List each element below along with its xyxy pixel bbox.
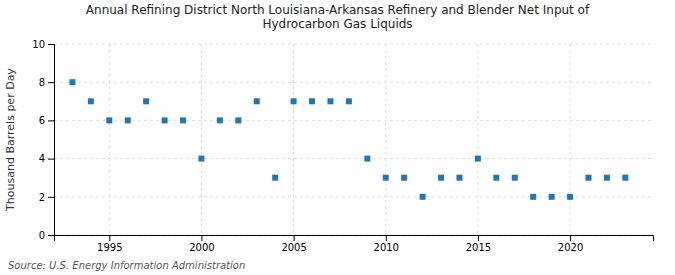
x-axis-tick-mark bbox=[386, 235, 387, 241]
y-axis-tick: 0 bbox=[39, 230, 54, 241]
y-axis-tick-label: 10 bbox=[32, 39, 45, 50]
point bbox=[88, 98, 94, 104]
point bbox=[346, 98, 352, 104]
y-axis-title: Thousand Barrels per Day bbox=[4, 68, 17, 212]
grid bbox=[54, 44, 653, 235]
x-axis-tick: 2000 bbox=[189, 235, 214, 253]
y-axis-tick-label: 2 bbox=[39, 192, 45, 203]
point bbox=[125, 117, 131, 123]
x-axis-tick-label: 2010 bbox=[374, 242, 399, 253]
y-grid-line bbox=[54, 120, 653, 121]
point bbox=[180, 117, 186, 123]
y-grid-line bbox=[54, 82, 653, 83]
x-axis-tick: 2020 bbox=[558, 235, 583, 253]
point bbox=[364, 156, 370, 162]
y-axis-tick-mark bbox=[48, 120, 54, 121]
page: {"chart_data": {"type": "scatter", "titl… bbox=[0, 0, 675, 275]
y-axis-tick-label: 6 bbox=[39, 115, 45, 126]
y-axis-tick-label: 8 bbox=[39, 77, 45, 88]
point bbox=[309, 98, 315, 104]
x-axis-tick: 2005 bbox=[281, 235, 306, 253]
point bbox=[585, 175, 591, 181]
point bbox=[549, 194, 555, 200]
x-grid-line bbox=[109, 44, 110, 235]
point bbox=[198, 156, 204, 162]
x-grid-line bbox=[477, 44, 478, 235]
annotation: Source: U.S. Energy Information Administ… bbox=[8, 260, 245, 271]
point bbox=[401, 175, 407, 181]
x-axis-tick-label: 2015 bbox=[466, 242, 491, 253]
y-axis-tick-label: 0 bbox=[39, 230, 45, 241]
x-axis-tick: 2015 bbox=[466, 235, 491, 253]
x-axis-tick-label: 2020 bbox=[558, 242, 583, 253]
point bbox=[604, 175, 610, 181]
y-axis-line bbox=[48, 45, 55, 236]
y-axis-tick-mark bbox=[48, 44, 54, 45]
point bbox=[291, 98, 297, 104]
y-axis-tick: 4 bbox=[39, 153, 54, 164]
x-grid-line bbox=[385, 44, 386, 235]
point bbox=[162, 117, 168, 123]
title: Annual Refining District North Louisiana… bbox=[86, 3, 590, 31]
y-axis-tick-mark bbox=[48, 159, 54, 160]
y-axis-tick-mark bbox=[48, 82, 54, 83]
y-axis-tick-mark bbox=[48, 235, 54, 236]
x-axis-tick: 2010 bbox=[374, 235, 399, 253]
y-grid-line bbox=[54, 158, 653, 159]
point bbox=[217, 117, 223, 123]
point bbox=[420, 194, 426, 200]
title-line: Hydrocarbon Gas Liquids bbox=[262, 17, 412, 31]
point bbox=[456, 175, 462, 181]
y-grid-line bbox=[54, 196, 653, 197]
x-axis-tick-mark bbox=[109, 235, 110, 241]
y-axis: 0 2 4 6 8 10 bbox=[32, 39, 54, 241]
plot-area bbox=[69, 79, 628, 200]
point bbox=[235, 117, 241, 123]
x-grid-line bbox=[201, 44, 202, 235]
x-axis-tick-mark bbox=[570, 235, 571, 241]
y-axis-tick: 8 bbox=[39, 77, 54, 88]
point bbox=[327, 98, 333, 104]
point bbox=[530, 194, 536, 200]
point bbox=[143, 98, 149, 104]
point bbox=[622, 175, 628, 181]
point bbox=[106, 117, 112, 123]
point bbox=[567, 194, 573, 200]
y-axis-tick-mark bbox=[48, 197, 54, 198]
x-axis-tick-mark bbox=[478, 235, 479, 241]
x-axis-tick-label: 2000 bbox=[189, 242, 214, 253]
x-axis-tick: 1995 bbox=[97, 235, 122, 253]
point bbox=[272, 175, 278, 181]
x-axis-tick-mark bbox=[294, 235, 295, 241]
point bbox=[69, 79, 75, 85]
point bbox=[254, 98, 260, 104]
point bbox=[475, 156, 481, 162]
y-axis-tick: 10 bbox=[32, 39, 54, 50]
title-line: Annual Refining District North Louisiana… bbox=[86, 3, 590, 17]
x-axis-line bbox=[55, 236, 654, 242]
y-axis-tick: 2 bbox=[39, 192, 54, 203]
x-axis-tick-label: 1995 bbox=[97, 242, 122, 253]
point bbox=[493, 175, 499, 181]
y-axis-tick: 6 bbox=[39, 115, 54, 126]
x-axis-tick-mark bbox=[201, 235, 202, 241]
x-grid-line bbox=[293, 44, 294, 235]
y-axis-tick-label: 4 bbox=[39, 153, 45, 164]
y-grid-line bbox=[54, 44, 653, 45]
point bbox=[512, 175, 518, 181]
point bbox=[438, 175, 444, 181]
chart-container: 1995 2000 2005 2010 2015 2020 0 2 4 6 8 10 Annual Re… bbox=[0, 0, 675, 275]
point bbox=[383, 175, 389, 181]
x-axis-tick-label: 2005 bbox=[281, 242, 306, 253]
chart-svg: 1995 2000 2005 2010 2015 2020 0 2 4 6 8 10 Annual Re… bbox=[0, 0, 675, 275]
x-axis: 1995 2000 2005 2010 2015 2020 bbox=[55, 235, 654, 253]
x-grid-line bbox=[570, 44, 571, 235]
